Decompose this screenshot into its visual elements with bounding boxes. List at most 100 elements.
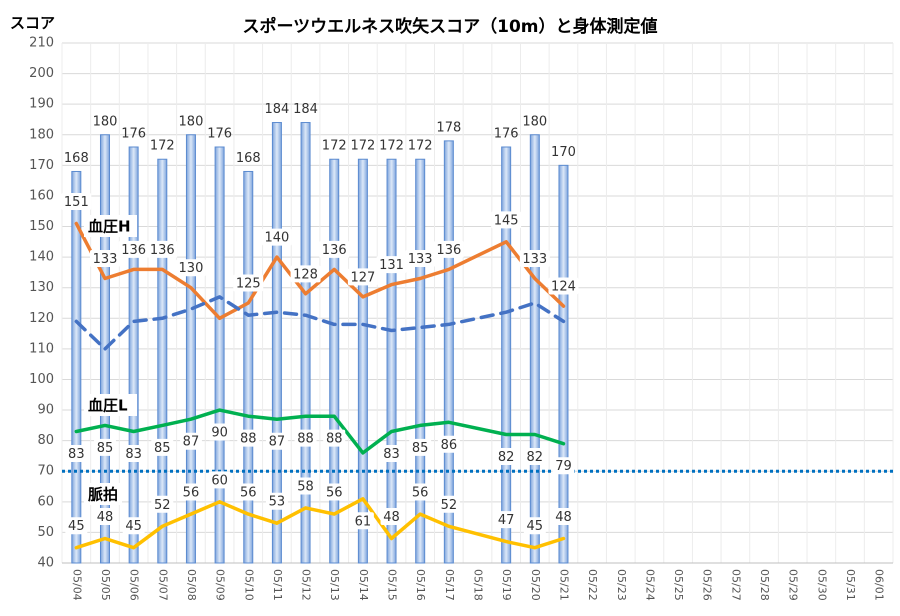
x-tick-label: 05/22: [586, 569, 599, 601]
bp-low-data-label-box: [380, 444, 403, 462]
x-tick-label: 05/17: [443, 569, 456, 601]
bp-low-data-label-box: [122, 444, 145, 462]
series-line: [74, 497, 566, 550]
bar: [243, 170, 254, 564]
bp-low-data-label-box: [323, 429, 346, 447]
bp-low-data-label-box: [237, 429, 260, 447]
bp-high-data-label: 136: [150, 243, 175, 258]
y-axis-unit-label: スコア: [10, 14, 56, 32]
pulse-data-label-box: [523, 517, 546, 535]
pulse-data-label: 53: [269, 495, 286, 510]
bp-low-data-label: 88: [326, 432, 343, 447]
x-tick-label: 05/12: [300, 569, 313, 601]
bp-low-data-label-box: [179, 432, 202, 450]
bar-data-label: 172: [322, 139, 347, 154]
bp-high-data-label-box: [519, 250, 550, 268]
x-tick-label: 05/26: [701, 569, 714, 601]
bar-data-label: 168: [64, 151, 89, 166]
bp-low-data-label: 82: [527, 450, 544, 465]
bp-high-data-label: 124: [551, 280, 576, 295]
bar: [329, 158, 340, 564]
bar: [558, 164, 569, 564]
bp-high-data-label-box: [433, 240, 464, 258]
pulse-data-label: 52: [441, 498, 458, 513]
pulse-data-label-box: [208, 471, 231, 489]
pulse-data-label-box: [93, 508, 116, 526]
series-label-bp-high-box: [84, 215, 137, 237]
x-tick-label: 05/31: [844, 569, 857, 601]
x-tick-label: 05/29: [787, 569, 800, 601]
pulse-data-label: 58: [297, 479, 314, 494]
bp-low-data-label-box: [265, 432, 288, 450]
bp-low-data-label: 87: [269, 435, 286, 450]
bp-low-data-label: 88: [297, 432, 314, 447]
y-tick-label: 40: [37, 556, 54, 571]
x-tick-label: 05/21: [557, 569, 570, 601]
y-tick-label: 100: [29, 372, 54, 387]
bar-data-label: 180: [522, 114, 547, 129]
bp-low-data-label-box: [65, 444, 88, 462]
bar: [271, 122, 282, 564]
bar-data-label: 184: [264, 102, 289, 117]
y-tick-label: 50: [37, 525, 54, 540]
bp-low-data-label: 82: [498, 450, 515, 465]
bp-low-data-label: 83: [383, 447, 400, 462]
series-label-pulse: 脈拍: [88, 486, 118, 504]
y-tick-label: 170: [29, 158, 54, 173]
bp-high-data-label: 136: [436, 243, 461, 258]
bp-high-data-label: 127: [350, 270, 375, 285]
bp-low-data-label-box: [294, 429, 317, 447]
x-tick-label: 05/14: [357, 569, 370, 601]
x-tick-label: 05/13: [328, 569, 341, 601]
bp-low-data-label-box: [93, 438, 116, 456]
bp-high-data-label: 136: [121, 243, 146, 258]
pulse-data-label-box: [380, 508, 403, 526]
bp-low-data-label-box: [151, 438, 174, 456]
bp-low-data-label: 83: [68, 447, 85, 462]
bp-high-data-label-box: [175, 259, 206, 277]
bp-high-data-label: 131: [379, 258, 404, 273]
bp-high-data-label-box: [491, 211, 522, 229]
bar-data-label: 176: [494, 127, 519, 142]
x-tick-label: 05/09: [214, 569, 227, 601]
bp-low-data-label: 61: [355, 514, 372, 529]
pulse-data-label-box: [323, 483, 346, 501]
bp-high-data-label-box: [261, 228, 292, 246]
pulse-data-label-box: [409, 483, 432, 501]
x-tick-label: 05/15: [386, 569, 399, 601]
pulse-data-label-box: [294, 477, 317, 495]
bar-data-label: 170: [551, 145, 576, 160]
x-tick-label: 05/08: [185, 569, 198, 601]
y-tick-label: 160: [29, 188, 54, 203]
y-tick-label: 80: [37, 433, 54, 448]
bp-high-data-label: 136: [322, 243, 347, 258]
x-tick-label: 05/07: [156, 569, 169, 601]
series-line: [74, 408, 566, 455]
chart-title: スポーツウエルネス吹矢スコア（10m）と身体測定値: [242, 17, 658, 37]
bp-low-data-label-box: [552, 457, 575, 475]
bp-low-data-label: 83: [125, 447, 142, 462]
pulse-data-label: 48: [383, 510, 400, 525]
pulse-data-label: 45: [68, 519, 85, 534]
y-tick-label: 90: [37, 403, 54, 418]
pulse-data-label-box: [437, 495, 460, 513]
bar: [157, 158, 168, 564]
bp-low-data-label: 90: [211, 426, 228, 441]
bar-data-label: 172: [408, 139, 433, 154]
bp-high-data-label-box: [347, 268, 378, 286]
pulse-data-label-box: [495, 511, 518, 529]
bp-high-data-label: 125: [236, 277, 261, 292]
bp-high-data-label: 140: [264, 231, 289, 246]
x-tick-label: 05/10: [242, 569, 255, 601]
x-tick-label: 05/28: [758, 569, 771, 601]
y-tick-label: 110: [29, 341, 54, 356]
bar: [415, 158, 426, 564]
y-tick-label: 120: [29, 311, 54, 326]
pulse-data-label: 56: [240, 486, 257, 501]
pulse-data-label: 47: [498, 513, 515, 528]
x-tick-label: 05/19: [500, 569, 513, 601]
x-tick-label: 05/16: [414, 569, 427, 601]
bp-low-data-label-box: [409, 438, 432, 456]
